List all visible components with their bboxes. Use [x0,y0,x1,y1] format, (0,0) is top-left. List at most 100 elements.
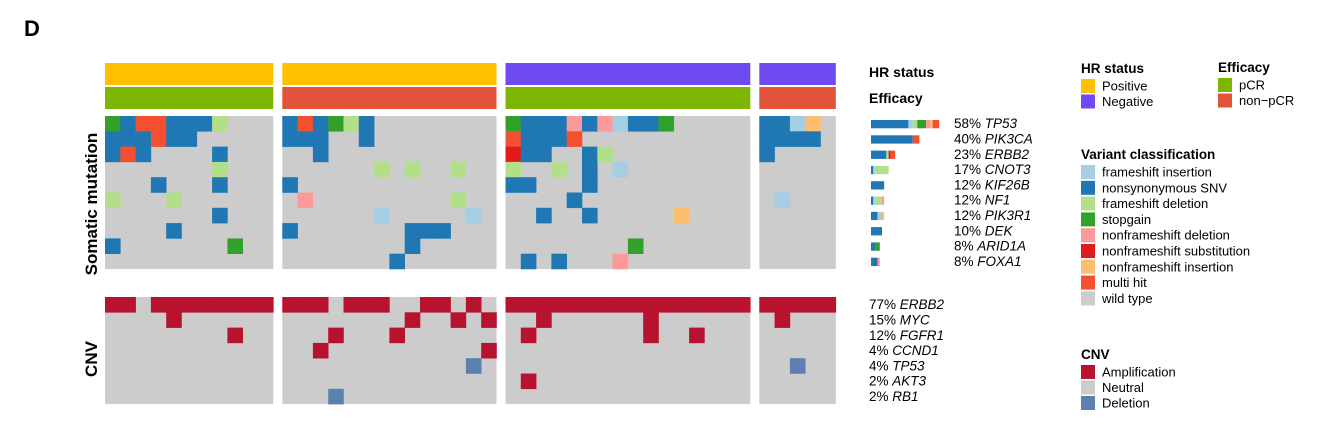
mutation-cell-tp53-25 [505,116,522,132]
variant-legend-label-stopgain: stopgain [1102,212,1151,227]
freq-bar-tp53-nonframeshift-insertion [930,120,933,129]
cnv-label-tp53: 4% TP53 [869,358,925,373]
mutation-cell-arid1a-19 [404,238,421,254]
mutation-cell-arid1a-8 [227,238,243,254]
mutation-gene-tp53: TP53 [985,116,1018,131]
mutation-cell-tp53-3 [150,116,167,132]
mutation-label-cnot3: 17% CNOT3 [954,162,1031,177]
mutation-cell-pik3ca-13 [312,131,329,147]
mutation-cell-nf1-4 [166,192,182,209]
mutation-cell-pik3ca-29 [566,131,583,147]
cnv-cell-tp53-23 [465,358,482,374]
variant-legend-swatch-nonframeshift-substitution [1081,244,1095,258]
mutation-pct-nf1: 12% [954,193,985,208]
mutation-cell-pik3r1-7 [212,207,228,224]
cnv-cell-ccnd1-13 [312,342,329,359]
hr-status-bar-group-1 [105,63,274,85]
cnv-legend-swatch-deletion [1081,396,1095,410]
freq-bar-pik3r1-nonsynonymous-SNV [871,211,878,221]
cnv-cell-erbb2-33 [627,297,644,313]
cnv-gene-ccnd1: CCND1 [892,343,939,358]
mutation-cell-pik3ca-26 [520,131,537,147]
cnv-label-erbb2: 77% ERBB2 [869,297,945,312]
freq-bar-tp53-nonsynonymous-SNV [871,120,909,129]
mutation-gene-foxa1: FOXA1 [977,254,1021,269]
mutation-cell-tp53-12 [297,116,314,132]
mutation-cell-erbb2-2 [135,146,152,163]
mutation-cell-kif26b-25 [505,177,522,193]
mutation-cell-tp53-11 [282,116,298,132]
mutation-pct-erbb2: 23% [954,147,985,162]
hr-legend-swatch-hr-positive [1081,79,1095,93]
mutation-cell-pik3ca-2 [135,131,152,147]
mutation-cell-nf1-22 [450,192,467,209]
mutation-cell-tp53-26 [520,116,537,132]
mutation-cell-pik3ca-43 [789,131,806,147]
mutation-cell-pik3ca-3 [150,131,167,147]
cnv-pct-ccnd1: 4% [869,343,892,358]
freq-bar-pik3ca-nonsynonymous-SNV [871,135,913,144]
mutation-cell-pik3ca-5 [181,131,198,147]
cnv-pct-tp53: 4% [869,358,892,373]
mutation-cell-pik3ca-41 [759,131,775,147]
mutation-cell-cnot3-28 [551,161,567,178]
freq-bar-erbb2-nonframeshift-substitution [888,150,891,159]
mutation-cell-pik3ca-28 [551,131,567,147]
cnv-cell-myc-42 [774,312,791,328]
cnv-cell-erbb2-12 [297,297,314,313]
mutation-cell-tp53-41 [759,116,775,132]
variant-legend-swatch-frameshift-insertion [1081,165,1095,179]
mutation-cell-nf1-12 [297,192,314,209]
mutation-label-arid1a: 8% ARID1A [954,239,1026,254]
mutation-cell-kif26b-30 [582,177,598,193]
cnv-cell-erbb2-29 [566,297,583,313]
freq-bar-pik3r1-frameshift-insertion [877,211,882,221]
mutation-cell-tp53-44 [805,116,821,132]
freq-bar-tp53-stopgain [917,120,926,129]
freq-bar-tp53-multi-hit [932,120,940,129]
cnv-pct-myc: 15% [869,312,900,327]
mutation-cell-tp53-29 [566,116,583,132]
mutation-cell-foxa1-18 [389,253,405,270]
mutation-cell-dek-20 [420,223,436,239]
cnv-cell-erbb2-3 [150,297,167,313]
mutation-cell-dek-4 [166,223,182,239]
cnv-legend-title: CNV [1081,347,1110,362]
cnv-cell-fgfr1-26 [520,327,537,344]
cnv-cell-erbb2-5 [181,297,198,313]
cnv-cell-erbb2-45 [820,297,837,313]
mutation-cell-dek-19 [404,223,421,239]
cnv-section-label: CNV [82,340,101,377]
cnv-cell-myc-22 [450,312,467,328]
mutation-cell-cnot3-30 [582,161,598,178]
mutation-cell-erbb2-0 [105,146,121,163]
mutation-cell-tp53-30 [582,116,598,132]
cnv-gene-erbb2: ERBB2 [900,297,945,312]
cnv-label-rb1: 2% RB1 [869,389,919,404]
freq-bar-foxa1-nonframeshift-deletion [877,257,880,266]
mutation-cell-erbb2-30 [582,146,598,163]
cnv-cell-erbb2-27 [536,297,552,313]
cnv-cell-erbb2-21 [435,297,451,313]
cnv-cell-erbb2-0 [105,297,121,313]
mutation-cell-tp53-13 [312,116,329,132]
cnv-cell-rb1-14 [328,388,344,405]
freq-bar-erbb2-multi-hit [890,150,896,159]
mutation-cell-tp53-31 [597,116,613,132]
cnv-label-akt3: 2% AKT3 [869,374,927,389]
mutation-pct-tp53: 58% [954,116,985,131]
mutation-cell-erbb2-25 [505,146,522,163]
variant-legend-label-nonframeshift-deletion: nonframeshift deletion [1102,228,1230,243]
mutation-cell-kif26b-3 [150,177,167,193]
mutation-cell-tp53-4 [166,116,182,132]
mutation-cell-erbb2-7 [212,146,228,163]
cnv-gene-rb1: RB1 [892,389,918,404]
cnv-cell-erbb2-35 [658,297,675,313]
cnv-cell-ccnd1-24 [481,342,497,359]
cnv-cell-erbb2-44 [805,297,821,313]
mutation-pct-arid1a: 8% [954,239,977,254]
mutation-cell-erbb2-13 [312,146,329,163]
mutation-cell-pik3ca-0 [105,131,121,147]
freq-bar-arid1a-stopgain [875,242,880,251]
